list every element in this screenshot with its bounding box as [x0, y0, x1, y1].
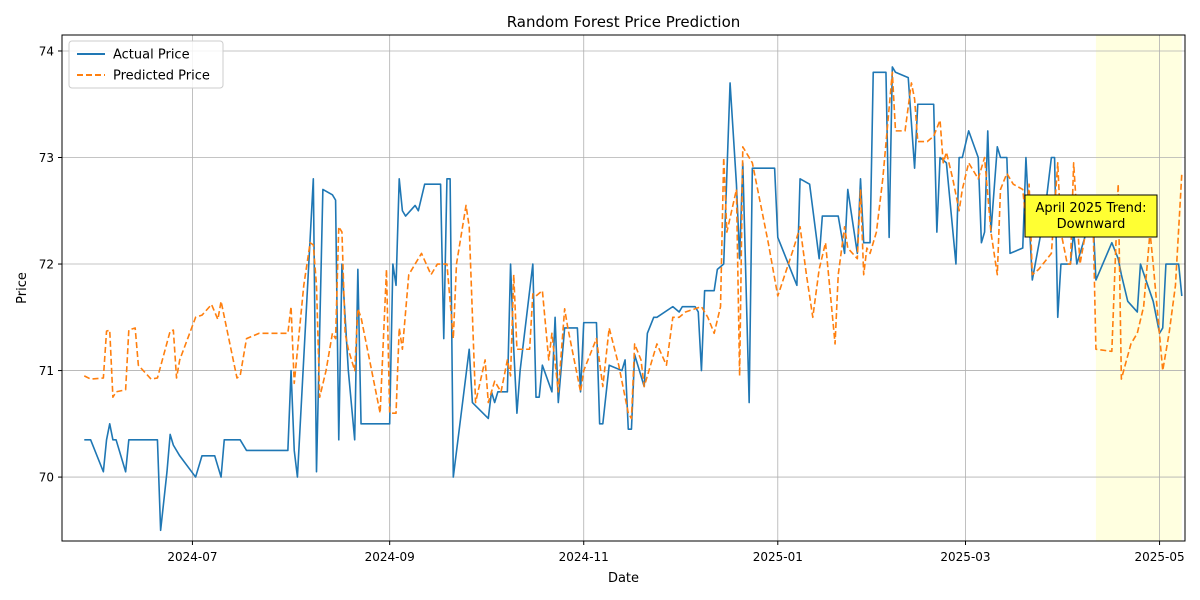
- grid-layer: [62, 35, 1185, 541]
- annotation-text: Downward: [1057, 217, 1126, 232]
- plot-area: [62, 35, 1185, 541]
- series-line-actual-price: [84, 66, 1183, 532]
- x-tick-label: 2025-05: [1134, 550, 1184, 564]
- annotation-layer: April 2025 Trend:Downward: [1024, 194, 1158, 238]
- plot-frame: [61, 34, 1186, 542]
- legend-label: Predicted Price: [113, 69, 210, 84]
- y-tick-label: 72: [39, 258, 54, 272]
- legend: Actual Price Predicted Price: [68, 40, 224, 89]
- y-axis-label: Price: [15, 272, 30, 304]
- y-tick-label: 74: [39, 44, 54, 58]
- x-tick-label: 2025-01: [753, 550, 803, 564]
- y-tick-label: 73: [39, 151, 54, 165]
- x-axis-label: Date: [608, 571, 639, 586]
- legend-box: [68, 40, 224, 89]
- x-tick-label: 2025-03: [940, 550, 990, 564]
- axis-layer: 2024-07 2024-09 2024-11 2025-01 2025-03 2025-…: [39, 44, 1185, 564]
- y-tick-label: 70: [39, 471, 54, 485]
- x-tick-label: 2024-09: [365, 550, 415, 564]
- series-layer: [83, 66, 1183, 532]
- y-tick-label: 71: [39, 364, 54, 378]
- annotation-box: [1024, 194, 1158, 238]
- legend-label: Actual Price: [113, 48, 190, 63]
- x-tick-label: 2024-11: [559, 550, 609, 564]
- x-tick-label: 2024-07: [167, 550, 217, 564]
- annotation-text: April 2025 Trend:: [1035, 201, 1146, 216]
- series-line-predicted-price: [83, 71, 1183, 420]
- chart-title: Random Forest Price Prediction: [507, 13, 741, 31]
